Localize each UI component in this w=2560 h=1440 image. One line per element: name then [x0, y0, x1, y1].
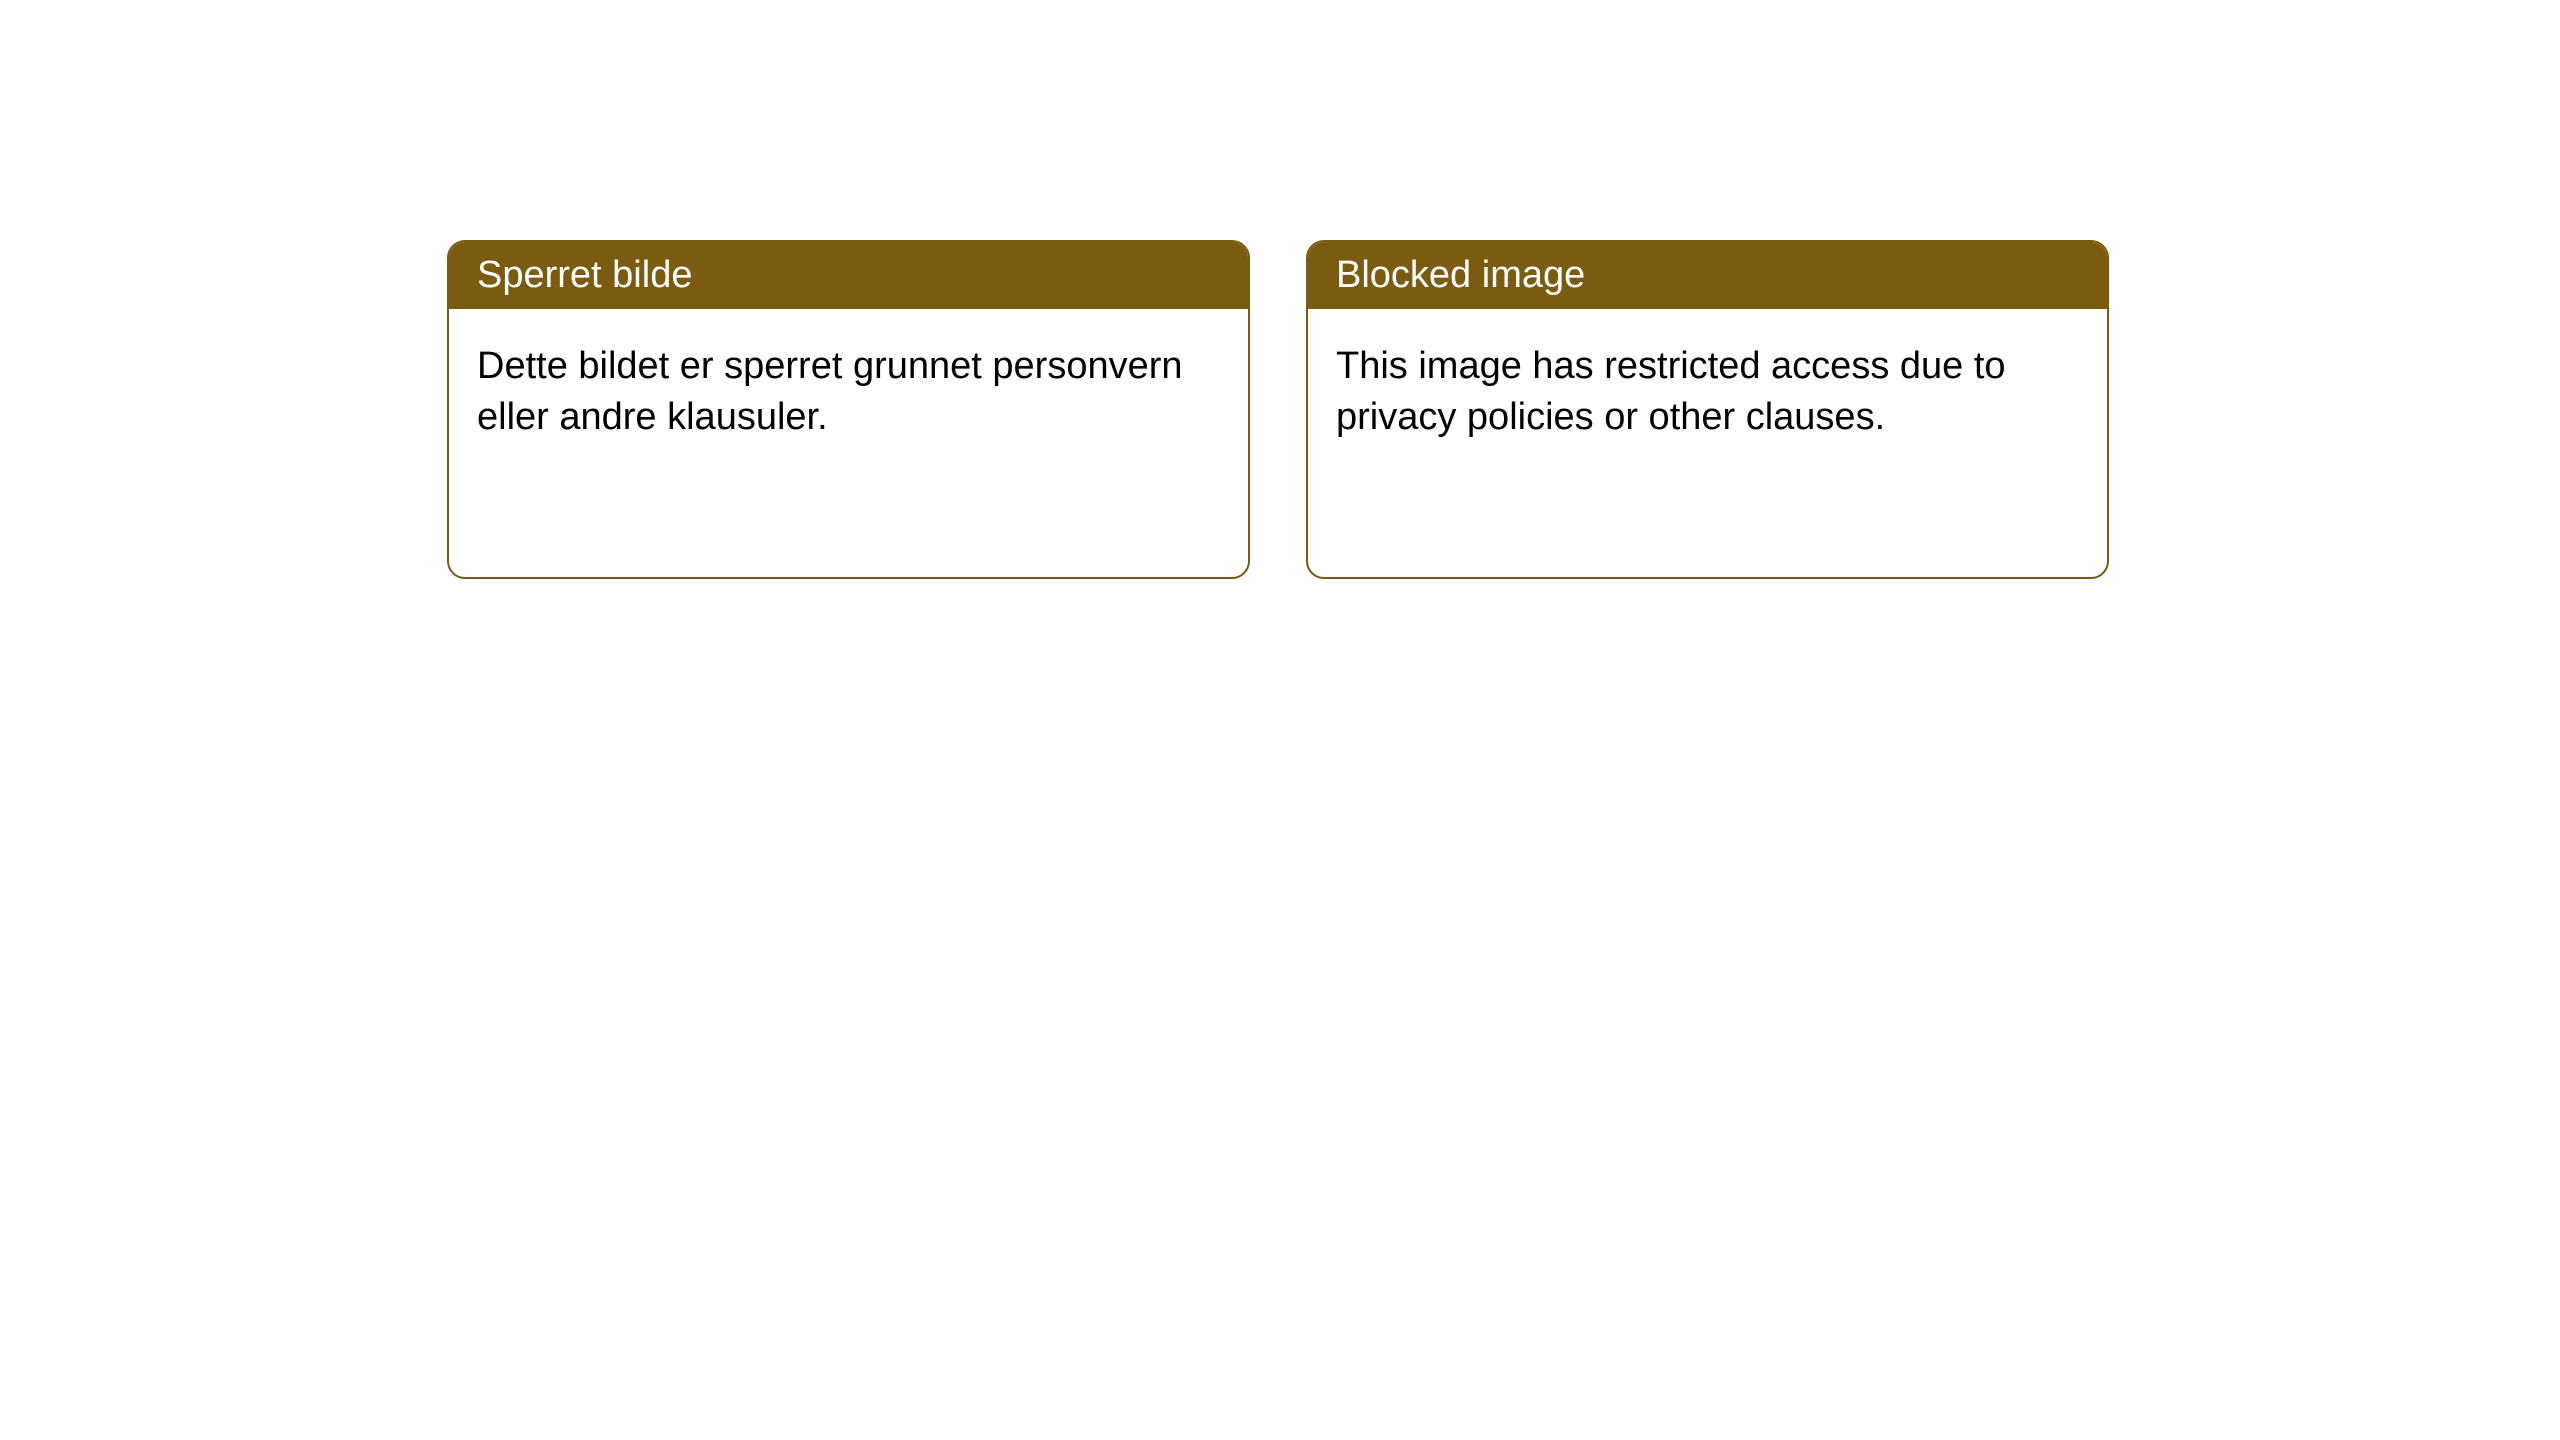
notice-card-norwegian: Sperret bilde Dette bildet er sperret gr…	[447, 240, 1250, 579]
notices-container: Sperret bilde Dette bildet er sperret gr…	[447, 240, 2109, 579]
notice-body-english: This image has restricted access due to …	[1308, 309, 2107, 476]
notice-card-english: Blocked image This image has restricted …	[1306, 240, 2109, 579]
notice-body-norwegian: Dette bildet er sperret grunnet personve…	[449, 309, 1248, 476]
notice-title-norwegian: Sperret bilde	[449, 242, 1248, 309]
notice-title-english: Blocked image	[1308, 242, 2107, 309]
